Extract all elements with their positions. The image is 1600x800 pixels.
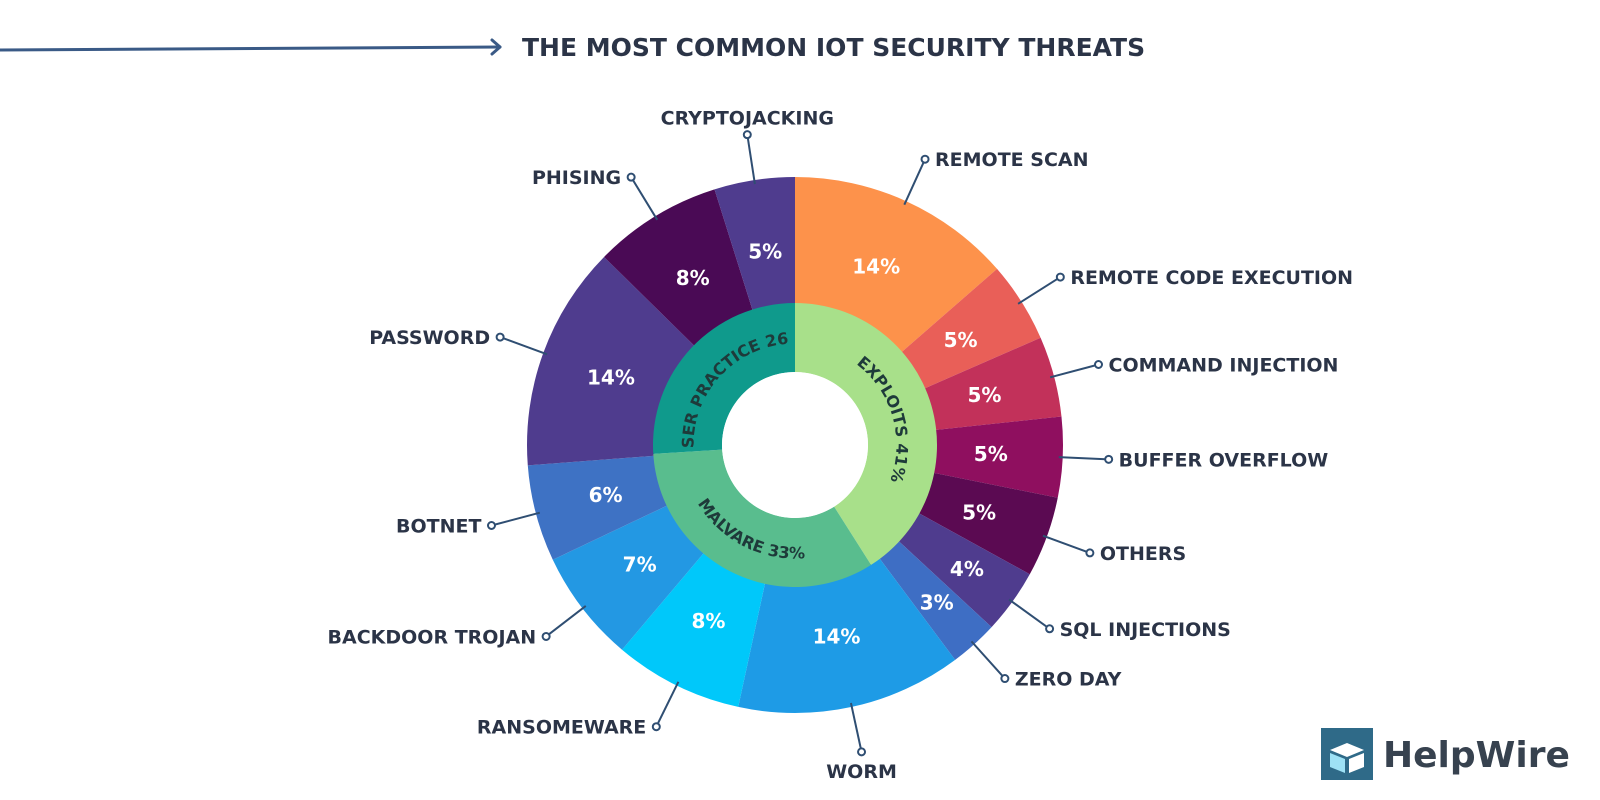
category-exploits-41 — [795, 303, 937, 565]
slice-ransomeware — [622, 552, 766, 707]
slice-others — [918, 472, 1058, 575]
slice-remote-scan — [795, 177, 998, 353]
value-label-zero-day: 3% — [920, 591, 954, 615]
value-label-command-injection: 5% — [967, 383, 1001, 407]
slice-buffer-overflow — [933, 416, 1063, 498]
value-label-botnet: 6% — [589, 483, 623, 507]
value-label-remote-scan: 14% — [852, 255, 900, 279]
slice-phising — [604, 189, 753, 347]
slice-botnet — [527, 455, 668, 560]
value-label-worm: 14% — [813, 625, 861, 649]
outer-label-worm: WORM — [826, 761, 897, 783]
value-label-remote-code-execution: 5% — [944, 328, 978, 352]
leader-password — [495, 332, 548, 356]
outer-label-password: PASSWORD — [369, 327, 490, 349]
leader-worm — [849, 702, 867, 757]
slice-sql-injections — [898, 513, 1030, 628]
value-label-buffer-overflow: 5% — [974, 442, 1008, 466]
donut-hole — [722, 372, 868, 518]
value-label-cryptojacking: 5% — [748, 239, 782, 263]
slice-cryptojacking — [714, 177, 795, 311]
leader-backdoor-trojan — [541, 605, 587, 641]
brand: HelpWire — [1321, 728, 1570, 780]
category-user-practice-26 — [653, 303, 795, 454]
leader-botnet — [486, 511, 541, 530]
outer-label-buffer-overflow: BUFFER OVERFLOW — [1119, 449, 1329, 471]
value-label-password: 14% — [587, 366, 635, 390]
outer-label-ransomeware: RANSOMEWARE — [477, 717, 646, 739]
leader-sql-injections — [1008, 598, 1055, 634]
title-arrow — [0, 38, 502, 56]
outer-label-remote-scan: REMOTE SCAN — [935, 149, 1088, 171]
outer-label-botnet: BOTNET — [396, 515, 481, 537]
leader-remote-code-execution — [1017, 272, 1065, 305]
leader-zero-day — [970, 640, 1010, 684]
value-label-phising: 8% — [676, 266, 710, 290]
slice-backdoor-trojan — [552, 505, 705, 650]
leader-others — [1042, 534, 1095, 558]
outer-label-others: OTHERS — [1100, 543, 1186, 565]
helpwire-logo-icon — [1321, 728, 1373, 780]
leader-buffer-overflow — [1058, 454, 1114, 464]
slice-worm — [738, 558, 956, 713]
leader-remote-scan — [903, 154, 930, 206]
leader-command-injection — [1049, 360, 1104, 379]
leader-phising — [626, 172, 659, 221]
slice-zero-day — [879, 540, 992, 660]
donut-chart: 14%5%5%5%5%4%3%14%8%7%6%14%8%5%EXPLOITS … — [0, 0, 1353, 783]
slice-remote-code-execution — [901, 268, 1041, 389]
category-malvare-33 — [653, 449, 872, 587]
outer-label-backdoor-trojan: BACKDOOR TROJAN — [328, 626, 537, 648]
leader-cryptojacking — [742, 130, 756, 185]
slice-command-injection — [924, 337, 1062, 430]
outer-label-zero-day: ZERO DAY — [1015, 669, 1122, 691]
slice-password — [527, 256, 695, 466]
chart-title: THE MOST COMMON IOT SECURITY THREATS — [522, 33, 1145, 62]
value-label-backdoor-trojan: 7% — [623, 553, 657, 577]
value-label-ransomeware: 8% — [691, 609, 725, 633]
outer-label-cryptojacking: CRYPTOJACKING — [661, 108, 834, 130]
value-label-others: 5% — [962, 500, 996, 524]
outer-label-sql-injections: SQL INJECTIONS — [1060, 619, 1231, 641]
brand-name: HelpWire — [1383, 735, 1570, 776]
outer-label-phising: PHISING — [532, 167, 621, 189]
outer-label-command-injection: COMMAND INJECTION — [1109, 355, 1339, 377]
value-label-sql-injections: 4% — [950, 557, 984, 581]
outer-label-remote-code-execution: REMOTE CODE EXECUTION — [1070, 267, 1353, 289]
leader-ransomeware — [651, 681, 680, 732]
